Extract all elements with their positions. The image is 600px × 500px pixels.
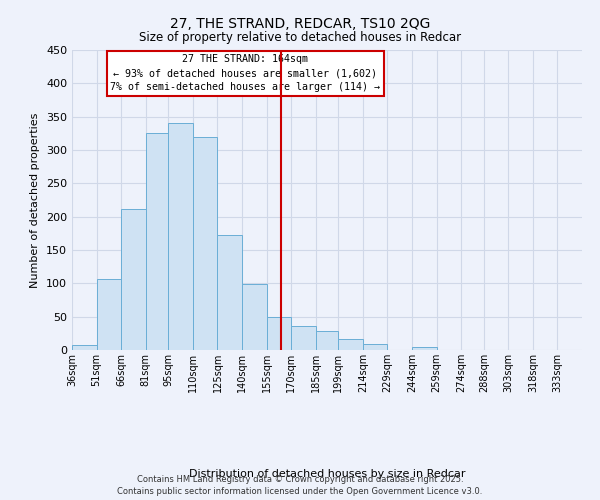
- Bar: [316, 330, 338, 350]
- Bar: [72, 346, 97, 350]
- Bar: [291, 326, 316, 350]
- Bar: [363, 344, 388, 350]
- Bar: [193, 136, 217, 350]
- X-axis label: Distribution of detached houses by size in Redcar: Distribution of detached houses by size …: [189, 468, 465, 478]
- Text: Size of property relative to detached houses in Redcar: Size of property relative to detached ho…: [139, 31, 461, 44]
- Text: 27 THE STRAND: 164sqm
← 93% of detached houses are smaller (1,602)
7% of semi-de: 27 THE STRAND: 164sqm ← 93% of detached …: [110, 54, 380, 92]
- Y-axis label: Number of detached properties: Number of detached properties: [31, 112, 40, 288]
- Bar: [146, 134, 169, 350]
- Text: 27, THE STRAND, REDCAR, TS10 2QG: 27, THE STRAND, REDCAR, TS10 2QG: [170, 18, 430, 32]
- Bar: [338, 338, 363, 350]
- Bar: [97, 278, 121, 350]
- Bar: [242, 284, 266, 350]
- Bar: [169, 124, 193, 350]
- Bar: [266, 316, 291, 350]
- Bar: [217, 236, 242, 350]
- Text: Contains HM Land Registry data © Crown copyright and database right 2025.
Contai: Contains HM Land Registry data © Crown c…: [118, 475, 482, 496]
- Bar: [121, 210, 146, 350]
- Bar: [412, 346, 437, 350]
